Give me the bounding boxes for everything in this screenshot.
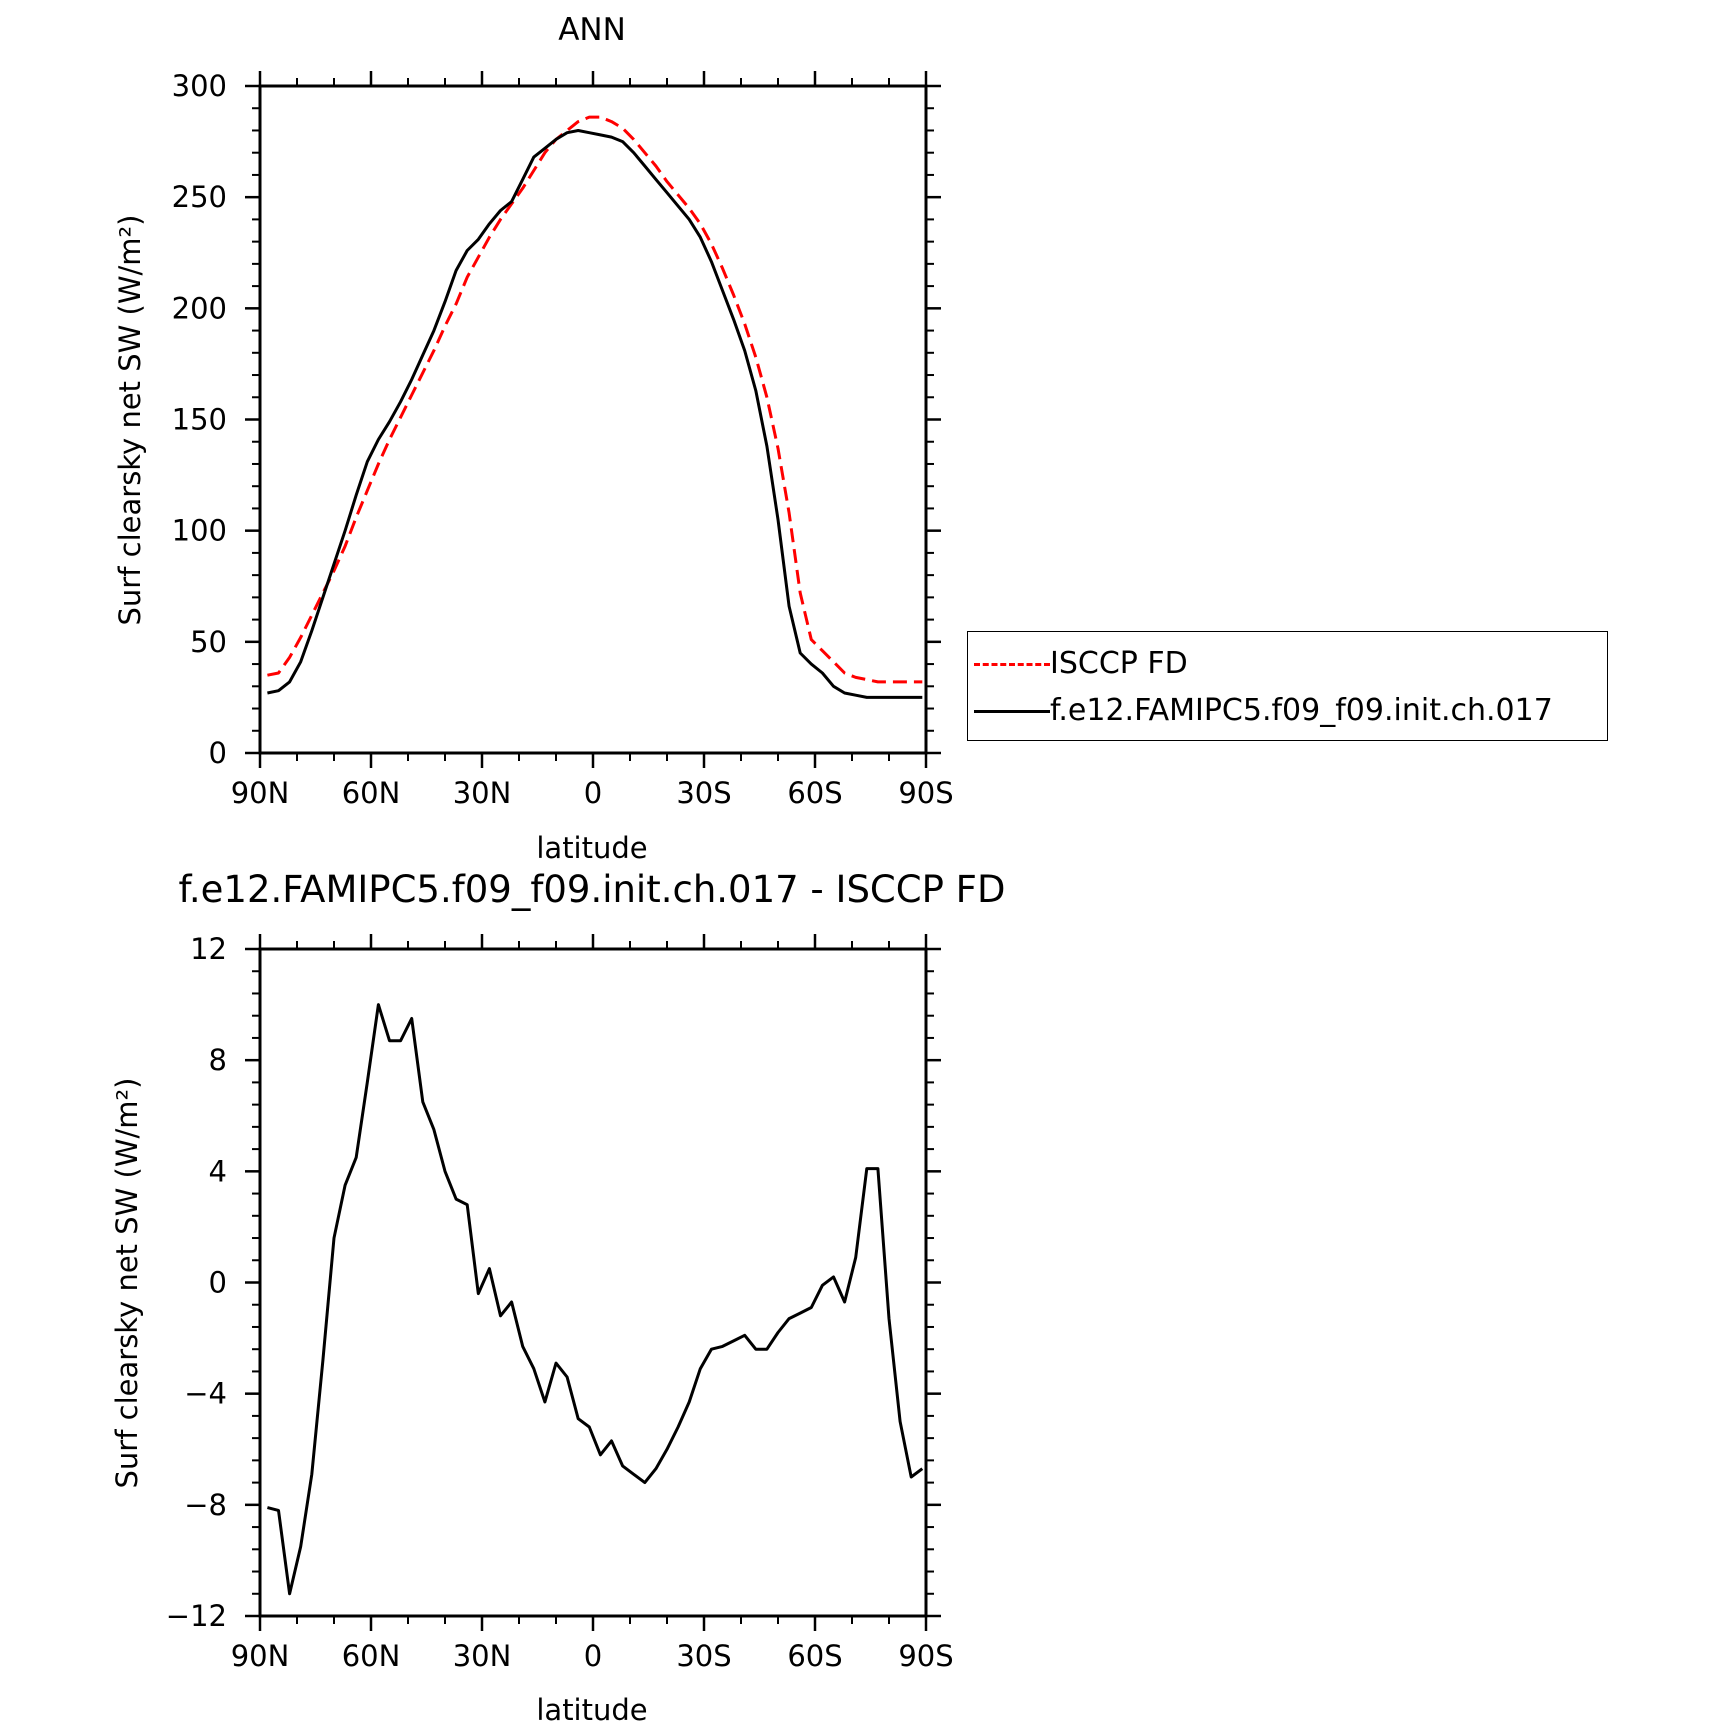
top-chart-ytick-label: 150	[172, 403, 227, 437]
bottom-chart-title: f.e12.FAMIPC5.f09_f09.init.ch.017 - ISCC…	[179, 868, 1006, 911]
bottom-chart-xtick-label: 0	[584, 1639, 602, 1673]
top-chart-legend: ISCCP FD f.e12.FAMIPC5.f09_f09.init.ch.0…	[967, 631, 1608, 741]
top-chart-xlabel: latitude	[536, 831, 647, 865]
legend-entry-model: f.e12.FAMIPC5.f09_f09.init.ch.017	[968, 689, 1607, 733]
bottom-chart-xtick-label: 60S	[787, 1639, 842, 1673]
top-chart-xtick-label: 90S	[898, 776, 953, 810]
bottom-chart-panel: f.e12.FAMIPC5.f09_f09.init.ch.017 - ISCC…	[110, 868, 1005, 1723]
bottom-chart-xtick-label: 60N	[342, 1639, 401, 1673]
legend-entry-isccp: ISCCP FD	[968, 642, 1607, 686]
top-chart-ytick-label: 250	[172, 180, 227, 214]
bottom-chart-series	[267, 1003, 924, 1596]
bottom-chart-ytick-label: 8	[209, 1043, 227, 1077]
top-chart-xtick-label: 60S	[787, 776, 842, 810]
bottom-chart-ytick-label: 4	[209, 1154, 227, 1188]
bottom-chart-xtick-label: 90N	[231, 1639, 290, 1673]
bottom-chart-ylabel: Surf clearsky net SW (W/m²)	[110, 1078, 144, 1489]
bottom-chart-xlabel: latitude	[536, 1693, 647, 1723]
top-chart-ytick-label: 300	[172, 69, 227, 103]
bottom-chart-ytick-label: −8	[184, 1488, 227, 1522]
top-chart-ytick-label: 50	[190, 625, 227, 659]
top-chart-ytick-label: 200	[172, 291, 227, 325]
bottom-chart-ytick-label: −4	[184, 1377, 227, 1411]
legend-label-isccp: ISCCP FD	[1050, 646, 1188, 681]
legend-label-model: f.e12.FAMIPC5.f09_f09.init.ch.017	[1050, 693, 1553, 728]
top-chart-ytick-label: 0	[209, 736, 227, 770]
bottom-chart-ytick-label: −12	[166, 1599, 227, 1633]
top-chart-frame	[258, 84, 928, 755]
top-chart-xtick-label: 60N	[342, 776, 401, 810]
top-chart-ytick-label: 100	[172, 514, 227, 548]
top-chart-ylabel: Surf clearsky net SW (W/m²)	[113, 215, 147, 626]
bottom-chart-ytick-label: 12	[190, 932, 227, 966]
top-chart-xtick-label: 30N	[453, 776, 512, 810]
top-chart-series-line-1	[267, 129, 923, 699]
bottom-chart-xtick-label: 30N	[453, 1639, 512, 1673]
bottom-chart-ytick-label: 0	[209, 1266, 227, 1300]
bottom-chart-xtick-label: 90S	[898, 1639, 953, 1673]
top-chart-xtick-label: 30S	[676, 776, 731, 810]
top-chart-xtick-label: 90N	[231, 776, 290, 810]
top-chart-panel: ANN Surf clearsky net SW (W/m²) latitude…	[113, 12, 954, 865]
top-chart-series-line-0	[267, 115, 923, 684]
top-chart-series	[267, 115, 923, 699]
bottom-chart-series-line-0	[267, 1003, 924, 1596]
bottom-chart-xtick-label: 30S	[676, 1639, 731, 1673]
legend-solid-line-swatch	[974, 710, 1050, 713]
top-chart-xtick-label: 0	[584, 776, 602, 810]
top-chart-title: ANN	[558, 12, 626, 48]
bottom-chart-tick-labels: 90N 60N 30N 0 30S 60S 90S −12 −8 −4 0 4 8 12	[166, 932, 954, 1673]
legend-dashed-line-swatch	[974, 663, 1050, 666]
bottom-chart-frame	[258, 947, 928, 1618]
top-chart-tick-labels: 90N 60N 30N 0 30S 60S 90S 0 50 100 150 200 250 300	[172, 69, 954, 810]
